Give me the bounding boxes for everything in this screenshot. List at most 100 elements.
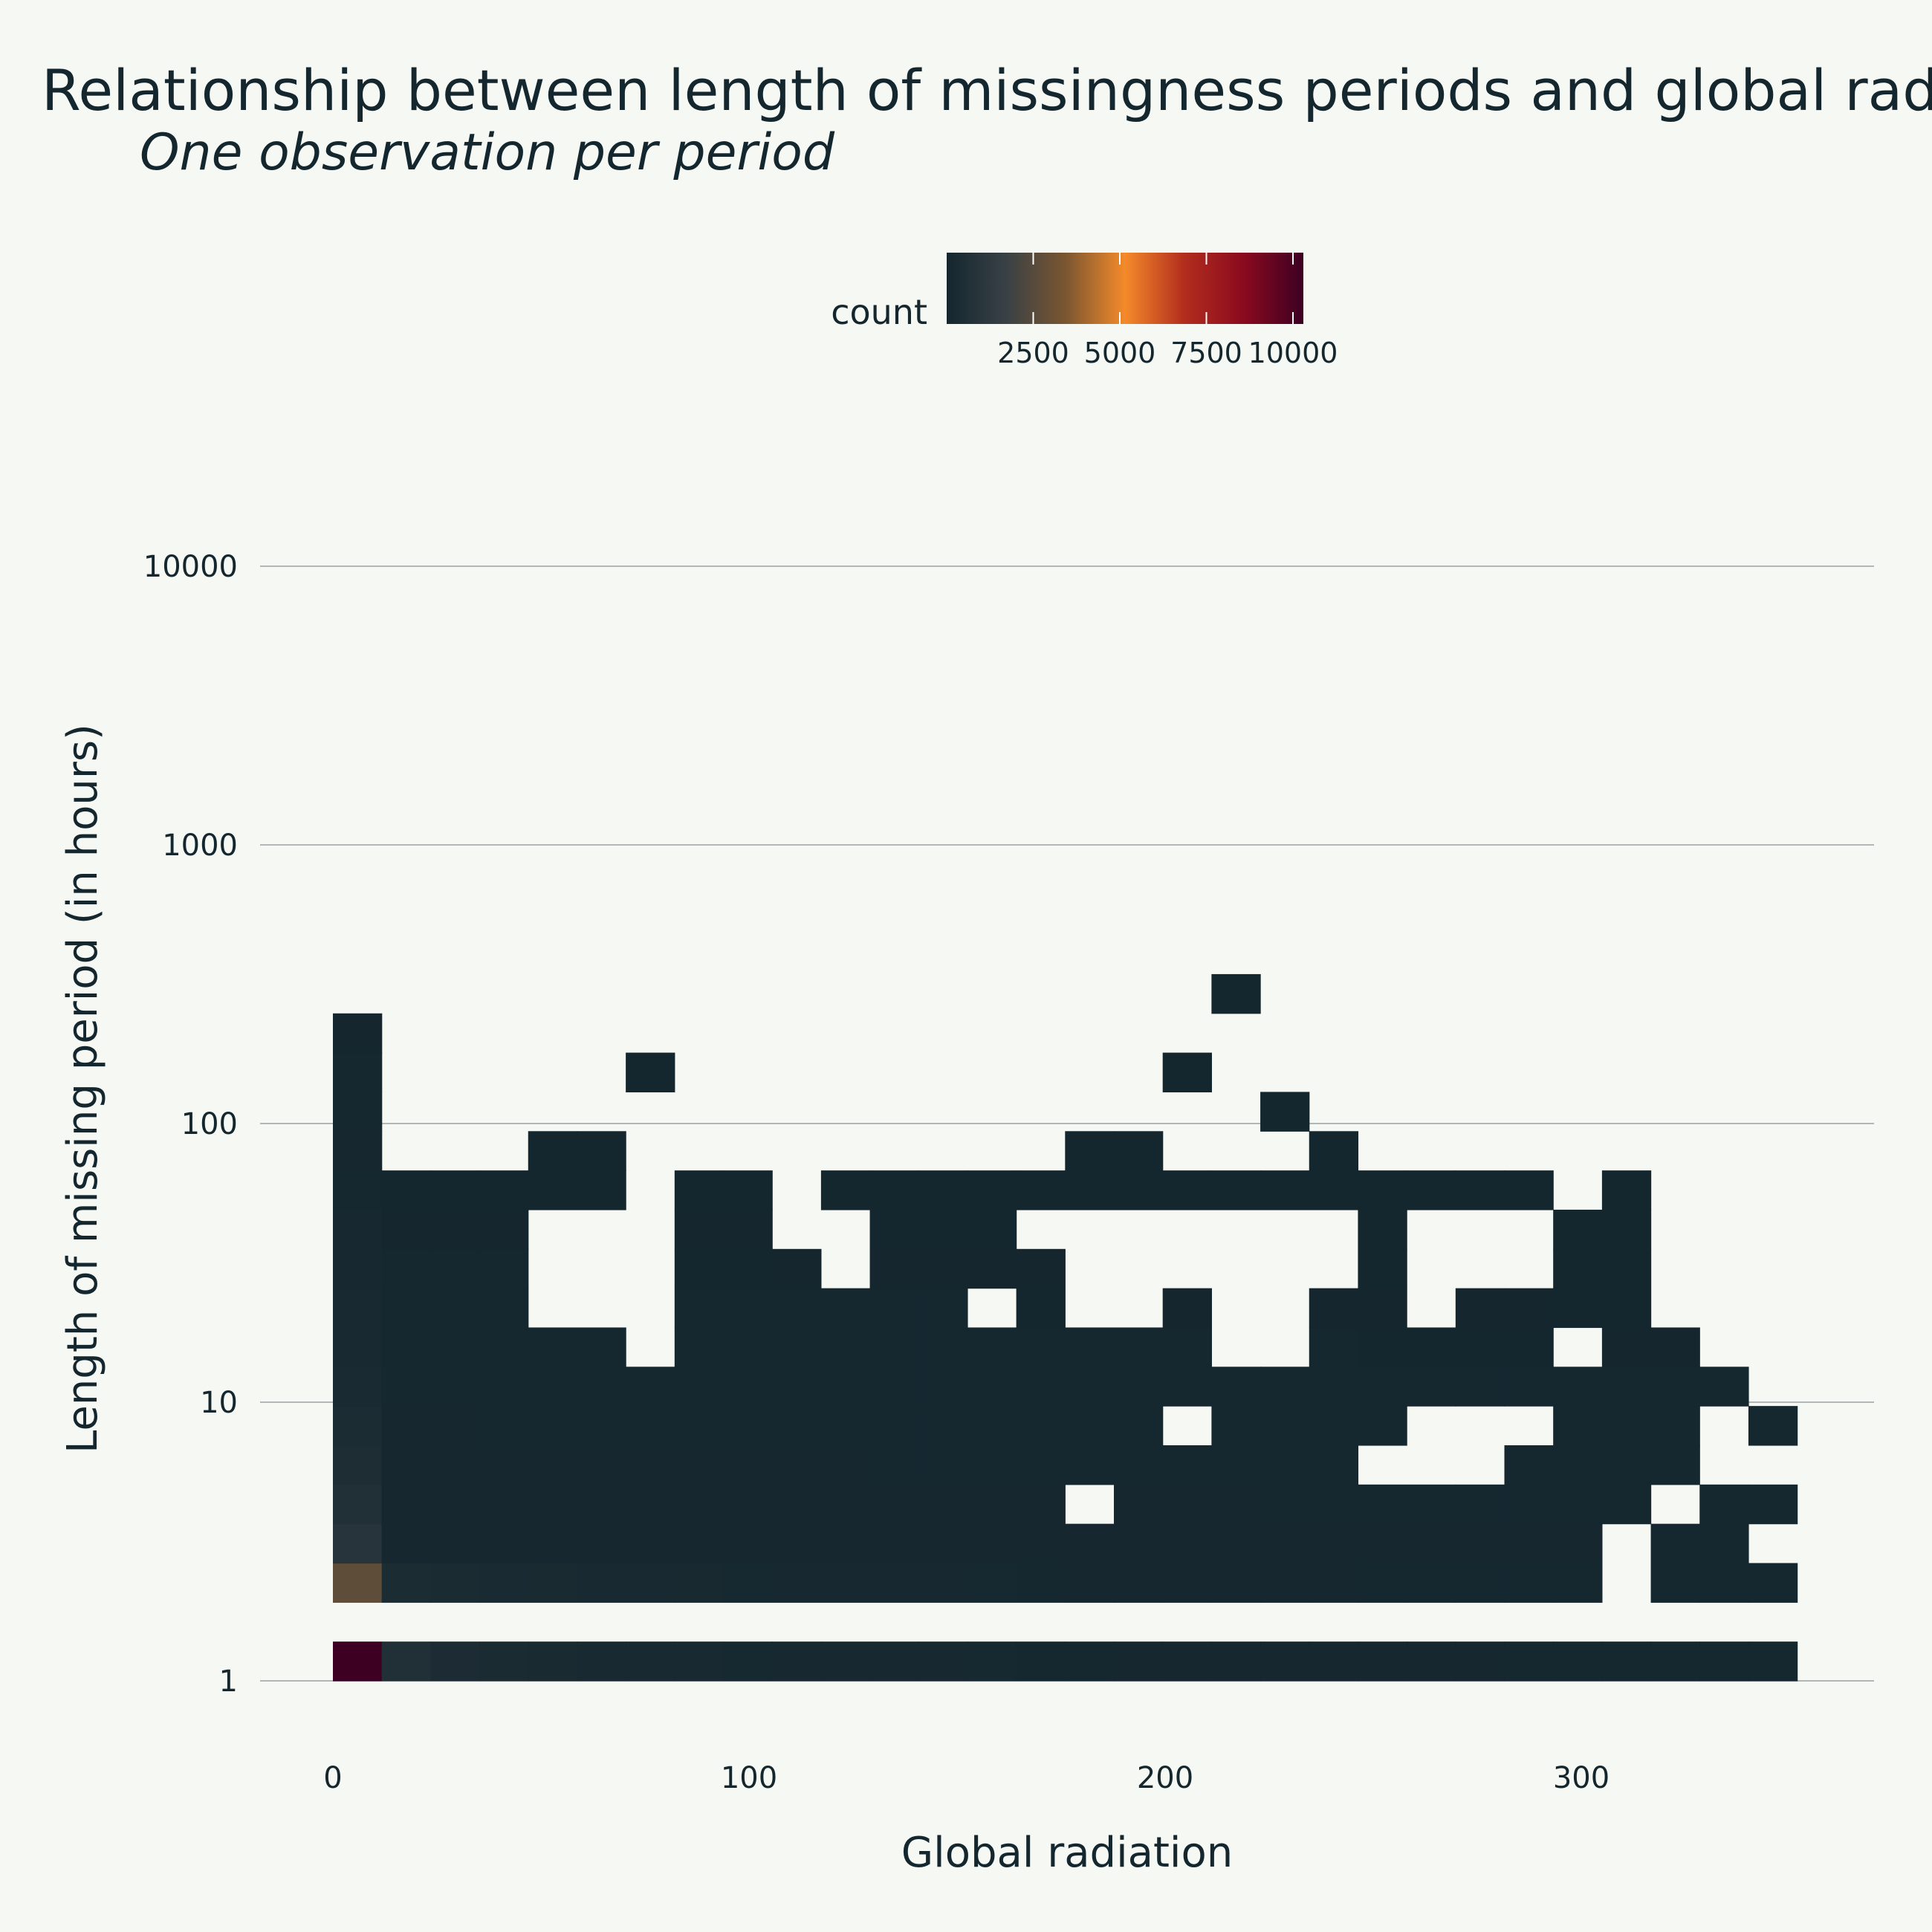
heatmap-cell	[430, 1484, 480, 1525]
heatmap-cell	[1162, 1170, 1212, 1210]
heatmap-cell	[1358, 1367, 1407, 1407]
heatmap-cell	[333, 1484, 383, 1525]
heatmap-cell	[1504, 1367, 1554, 1407]
heatmap-cell	[820, 1367, 871, 1407]
heatmap-cell	[1211, 1406, 1261, 1446]
heatmap-cell	[820, 1484, 871, 1525]
heatmap-cell	[1358, 1288, 1407, 1329]
y-axis-title: Length of missing period (in hours)	[59, 724, 107, 1453]
heatmap-cell	[723, 1170, 773, 1210]
heatmap-cell	[1650, 1327, 1700, 1367]
heatmap-cell	[1309, 1563, 1359, 1603]
heatmap-cell	[723, 1288, 773, 1329]
heatmap-cell	[1601, 1445, 1652, 1485]
heatmap-cell	[967, 1641, 1017, 1682]
heatmap-cell	[577, 1641, 626, 1682]
heatmap-cell	[723, 1563, 773, 1603]
heatmap-cell	[577, 1523, 626, 1564]
y-tick-label: 10000	[143, 550, 238, 584]
heatmap-cell	[1211, 1170, 1261, 1210]
heatmap-cell	[577, 1170, 626, 1210]
heatmap-cell	[1309, 1131, 1359, 1171]
heatmap-cell	[1553, 1563, 1603, 1603]
heatmap-cell	[479, 1170, 529, 1210]
heatmap-cell	[1358, 1641, 1407, 1682]
heatmap-cell	[1407, 1170, 1456, 1210]
heatmap-cell	[1309, 1406, 1359, 1446]
heatmap-cell	[430, 1641, 480, 1682]
heatmap-cell	[1114, 1445, 1164, 1485]
heatmap-cell	[869, 1327, 919, 1367]
heatmap-cell	[1162, 1288, 1212, 1329]
heatmap-cell	[479, 1367, 529, 1407]
heatmap-cell	[1016, 1327, 1066, 1367]
heatmap-cell	[479, 1209, 529, 1250]
heatmap-cell	[577, 1563, 626, 1603]
heatmap-cell	[1162, 1367, 1212, 1407]
heatmap-cell	[1358, 1248, 1407, 1289]
heatmap-cell	[1504, 1523, 1554, 1564]
heatmap-cell	[1260, 1406, 1310, 1446]
heatmap-cell	[430, 1367, 480, 1407]
heatmap-cell	[869, 1484, 919, 1525]
heatmap-cell	[577, 1367, 626, 1407]
x-tick-label: 300	[1553, 1761, 1610, 1795]
heatmap-cell	[674, 1248, 724, 1289]
heatmap-cell	[430, 1248, 480, 1289]
heatmap-cell	[1260, 1092, 1310, 1132]
heatmap-cell	[1601, 1327, 1652, 1367]
heatmap-cell	[333, 1445, 383, 1485]
heatmap-cell	[1601, 1484, 1652, 1525]
heatmap-cell	[674, 1641, 724, 1682]
heatmap-cell	[430, 1406, 480, 1446]
heatmap-cell	[528, 1131, 578, 1171]
heatmap-cell	[1309, 1327, 1359, 1367]
heatmap-cell	[1699, 1523, 1749, 1564]
heatmap-cell	[1065, 1367, 1115, 1407]
heatmap-cell	[918, 1484, 968, 1525]
heatmap-cell	[674, 1445, 724, 1485]
heatmap-cell	[430, 1523, 480, 1564]
heatmap-cell	[1065, 1131, 1115, 1171]
heatmap-cell	[1407, 1563, 1456, 1603]
heatmap-cell	[1162, 1445, 1212, 1485]
heatmap-cell	[723, 1445, 773, 1485]
heatmap-cell	[1114, 1367, 1164, 1407]
heatmap-cell	[723, 1406, 773, 1446]
heatmap-cell	[918, 1248, 968, 1289]
heatmap-cell	[1553, 1209, 1603, 1250]
heatmap-cell	[1016, 1288, 1066, 1329]
heatmap-cell	[1162, 1523, 1212, 1564]
heatmap-cell	[626, 1406, 675, 1446]
heatmap-cell	[1601, 1641, 1652, 1682]
heatmap-cell	[674, 1563, 724, 1603]
heatmap-cell	[1504, 1641, 1554, 1682]
heatmap-cell	[1114, 1641, 1164, 1682]
heatmap-cell	[772, 1406, 822, 1446]
heatmap-cell	[577, 1131, 626, 1171]
heatmap-cell	[333, 1563, 383, 1603]
heatmap-cell	[381, 1288, 431, 1329]
heatmap-cell	[1260, 1641, 1310, 1682]
heatmap-cell	[1065, 1641, 1115, 1682]
heatmap-cell	[1309, 1445, 1359, 1485]
heatmap-cell	[1553, 1248, 1603, 1289]
heatmap-cell	[1407, 1484, 1456, 1525]
heatmap-cell	[1504, 1484, 1554, 1525]
legend-tick-label: 7500	[1170, 337, 1242, 369]
heatmap-cell	[528, 1327, 578, 1367]
heatmap-cell	[381, 1248, 431, 1289]
heatmap-cell	[918, 1367, 968, 1407]
heatmap-cell	[1016, 1406, 1066, 1446]
heatmap-cell	[674, 1367, 724, 1407]
heatmap-cell	[1016, 1523, 1066, 1564]
heatmap-cell	[723, 1484, 773, 1525]
heatmap-cell	[1309, 1367, 1359, 1407]
heatmap-cell	[381, 1170, 431, 1210]
heatmap-cell	[967, 1170, 1017, 1210]
heatmap-cell	[626, 1484, 675, 1525]
heatmap-cell	[918, 1327, 968, 1367]
heatmap-cell	[1699, 1367, 1749, 1407]
y-tick-label: 1000	[162, 829, 238, 863]
